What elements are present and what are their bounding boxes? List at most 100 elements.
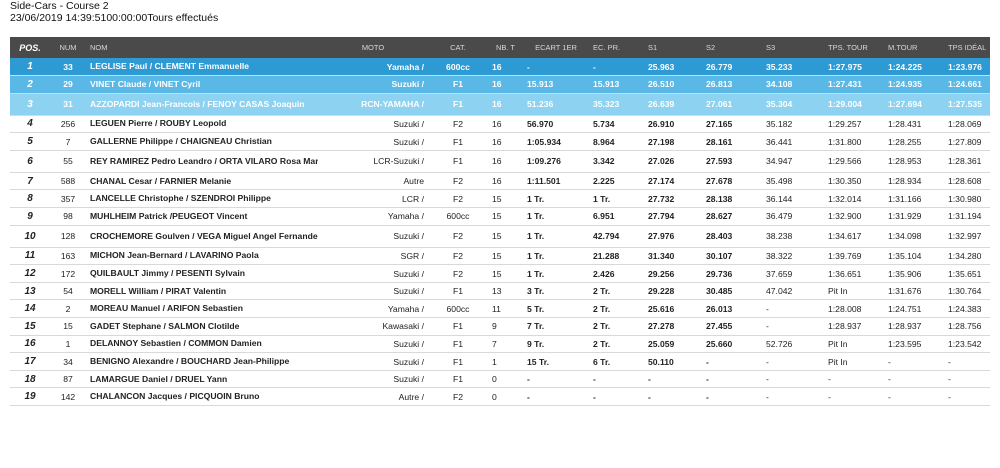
table-row[interactable]: 7 588 CHANAL Cesar / FARNIER Melanie Autre F… [10, 172, 990, 190]
cell-s3: 47.042 [766, 286, 793, 297]
cell-tps-tour: 1:27.431 [828, 79, 862, 90]
table-row[interactable]: 17 34 BENIGNO Alexandre / BOUCHARD Jean-Ph… [10, 352, 990, 371]
cell-num: 29 [63, 79, 73, 90]
col-header-nbt[interactable]: NB. T [495, 42, 516, 52]
col-header-s2[interactable]: S2 [706, 42, 716, 52]
cell-name: GADET Stephane / SALMON Clotilde [90, 320, 240, 331]
cell-m-tour: 1:28.934 [888, 176, 922, 187]
col-header-tps-ideal[interactable]: TPS IDÉAL [948, 42, 987, 52]
col-header-num[interactable]: NUM [59, 42, 77, 52]
table-row[interactable]: 8 357 LANCELLE Christophe / SZENDROI Phili… [10, 189, 990, 208]
cell-pos: 13 [24, 285, 36, 297]
col-header-mtour[interactable]: M.TOUR [888, 42, 918, 52]
cell-tps-ideal: - [948, 356, 951, 367]
cell-s2: 27.165 [706, 118, 733, 129]
table-row[interactable]: 3 31 AZZOPARDI Jean-Francois / FENOY CASAS… [10, 93, 990, 116]
cell-moto: Suzuki / [391, 79, 424, 90]
cell-nb-tours: 16 [492, 156, 502, 167]
cell-s1: 26.510 [648, 79, 675, 90]
cell-s3: 34.947 [766, 156, 793, 167]
cell-cat: F1 [452, 374, 464, 385]
cell-pos: 2 [27, 78, 33, 90]
table-row[interactable]: 1 33 LEGLISE Paul / CLEMENT Emmanuelle Yama… [10, 58, 990, 76]
col-header-ecart[interactable]: ECART 1ER [535, 42, 577, 52]
cell-s3: - [766, 303, 769, 314]
cell-tps-ideal: 1:24.661 [948, 79, 982, 90]
col-header-s1[interactable]: S1 [648, 42, 658, 52]
col-header-pos[interactable]: POS. [19, 42, 41, 53]
table-row[interactable]: 5 7 GALLERNE Philippe / CHAIGNEAU Christia… [10, 132, 990, 151]
cell-tps-ideal: 1:31.194 [948, 211, 982, 222]
table-row[interactable]: 2 29 VINET Claude / VINET Cyril Suzuki / F1 1… [10, 75, 990, 94]
cell-ec-pr: 2.225 [593, 176, 615, 187]
cell-ecart-1er: 1 Tr. [527, 193, 545, 204]
cell-ecart-1er: 1:11.501 [527, 176, 561, 187]
table-row[interactable]: 18 87 LAMARGUE Daniel / DRUEL Yann Suzuki /… [10, 370, 990, 388]
cell-s1: 27.976 [648, 231, 675, 242]
cell-cat: F1 [452, 286, 464, 297]
cell-pos: 5 [27, 136, 33, 148]
cell-moto: Suzuki / [393, 286, 424, 297]
cell-tps-tour: - [828, 374, 831, 385]
col-header-s3[interactable]: S3 [766, 42, 776, 52]
col-header-ecpr[interactable]: EC. PR. [593, 42, 621, 52]
table-row[interactable]: 10 128 CROCHEMORE Goulven / VEGA Miguel An… [10, 225, 990, 248]
cell-ec-pr: 8.964 [593, 136, 615, 147]
cell-s3: 34.108 [766, 79, 793, 90]
col-header-moto[interactable]: MOTO [361, 42, 385, 52]
cell-name: BENIGNO Alexandre / BOUCHARD Jean-Philip… [90, 356, 290, 367]
col-header-cat[interactable]: CAT. [450, 42, 466, 52]
cell-m-tour: 1:24.935 [888, 79, 922, 90]
table-row[interactable]: 4 256 LEGUEN Pierre / ROUBY Leopold Suzuki … [10, 115, 990, 133]
cell-nb-tours: 11 [492, 303, 501, 314]
cell-name: GALLERNE Philippe / CHAIGNEAU Christian [90, 136, 272, 147]
cell-tps-tour: 1:36.651 [828, 268, 862, 279]
cell-s3: 37.659 [766, 268, 793, 279]
cell-moto: LCR / [402, 193, 424, 204]
col-header-nom[interactable]: NOM [90, 42, 108, 52]
cell-s1: 27.732 [648, 193, 675, 204]
table-row[interactable]: 16 1 DELANNOY Sebastien / COMMON Damien Suz… [10, 335, 990, 353]
cell-tps-tour: 1:32.014 [828, 193, 862, 204]
cell-cat: F1 [452, 99, 464, 110]
cell-tps-ideal: 1:27.535 [948, 99, 982, 110]
table-row[interactable]: 15 15 GADET Stephane / SALMON Clotilde Kawa… [10, 317, 990, 336]
table-row[interactable]: 19 142 CHALANCON Jacques / PICQUOIN Bruno A… [10, 387, 990, 406]
cell-nb-tours: 16 [492, 79, 502, 90]
cell-tps-ideal: 1:28.361 [948, 156, 982, 167]
cell-num: 15 [63, 321, 73, 332]
cell-cat: F1 [452, 79, 464, 90]
page-header: Side-Cars - Course 2 23/06/2019 14:39:51… [10, 0, 218, 24]
cell-num: 31 [63, 99, 73, 110]
table-row[interactable]: 9 98 MUHLHEIM Patrick /PEUGEOT Vincent Yama… [10, 207, 990, 226]
cell-nb-tours: 9 [492, 321, 497, 332]
cell-cat: F1 [452, 321, 464, 332]
results-table: POS. NUM NOM MOTO CAT. NB. T ECART 1ER E… [10, 37, 990, 406]
cell-pos: 1 [27, 61, 33, 73]
table-row[interactable]: 13 54 MORELL William / PIRAT Valentin Suzuk… [10, 282, 990, 300]
cell-tps-tour: 1:31.800 [828, 136, 862, 147]
cell-m-tour: 1:31.676 [888, 286, 922, 297]
cell-s2: - [706, 391, 709, 402]
cell-ec-pr: - [593, 61, 596, 72]
cell-s1: 25.963 [648, 61, 675, 72]
col-header-tps-tour[interactable]: TPS. TOUR [828, 42, 868, 52]
cell-m-tour: 1:34.098 [888, 231, 922, 242]
cell-pos: 11 [24, 250, 36, 262]
cell-cat: 600cc [446, 303, 470, 314]
cell-name: LAMARGUE Daniel / DRUEL Yann [90, 373, 228, 384]
cell-moto: Autre [403, 176, 424, 187]
cell-pos: 8 [27, 193, 33, 205]
cell-cat: F1 [452, 338, 464, 349]
cell-tps-tour: - [828, 391, 831, 402]
cell-ecart-1er: 1 Tr. [527, 231, 545, 242]
cell-m-tour: 1:24.751 [888, 303, 922, 314]
cell-tps-ideal: 1:30.980 [948, 193, 982, 204]
table-row[interactable]: 11 163 MICHON Jean-Bernard / LAVARINO Paol… [10, 247, 990, 265]
table-row[interactable]: 14 2 MOREAU Manuel / ARIFON Sebastien Yamah… [10, 299, 990, 318]
table-row[interactable]: 6 55 REY RAMIREZ Pedro Leandro / ORTA VILA… [10, 150, 990, 173]
table-row[interactable]: 12 172 QUILBAULT Jimmy / PESENTI Sylvain Su… [10, 264, 990, 283]
cell-tps-ideal: 1:27.809 [948, 136, 982, 147]
race-title: Side-Cars - Course 2 [10, 0, 109, 12]
cell-nb-tours: 16 [492, 118, 502, 129]
